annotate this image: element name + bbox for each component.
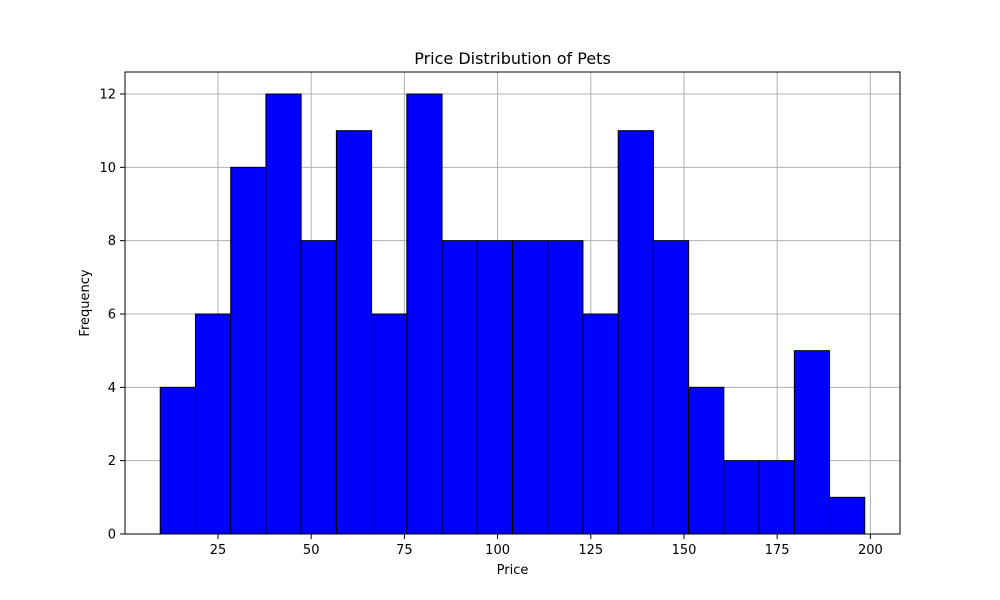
x-axis-ticks: 25 50 75 100 125 150 175 200 bbox=[210, 534, 883, 558]
histogram-bar bbox=[159, 386, 196, 535]
x-tick-label: 150 bbox=[672, 543, 697, 558]
histogram-bar bbox=[512, 240, 549, 535]
histogram-bar bbox=[547, 240, 584, 535]
y-tick-label: 6 bbox=[108, 308, 116, 323]
x-axis-label: Price bbox=[497, 563, 529, 578]
histogram-bar bbox=[793, 350, 831, 535]
x-tick-label: 125 bbox=[578, 543, 603, 558]
histogram-bar bbox=[758, 460, 795, 535]
histogram-bar bbox=[300, 240, 337, 535]
x-tick-label: 50 bbox=[303, 543, 320, 558]
y-tick-label: 12 bbox=[99, 88, 116, 103]
x-tick-label: 25 bbox=[210, 543, 227, 558]
y-tick-label: 4 bbox=[108, 381, 116, 396]
x-tick-label: 175 bbox=[765, 543, 790, 558]
histogram-bar bbox=[441, 240, 478, 535]
y-axis-label: Frequency bbox=[78, 269, 93, 336]
histogram-bar bbox=[476, 240, 514, 535]
histogram-bar bbox=[230, 166, 267, 535]
histogram-bar bbox=[652, 240, 690, 535]
histogram-bar bbox=[829, 496, 866, 535]
y-tick-label: 0 bbox=[108, 528, 116, 543]
y-tick-label: 2 bbox=[108, 454, 116, 469]
histogram-bar bbox=[406, 93, 443, 535]
histogram-bar bbox=[688, 386, 725, 535]
histogram-bar bbox=[723, 460, 760, 535]
y-tick-label: 10 bbox=[99, 161, 116, 176]
x-tick-label: 75 bbox=[396, 543, 413, 558]
x-tick-label: 100 bbox=[485, 543, 510, 558]
histogram-bar bbox=[582, 313, 619, 535]
histogram-bar bbox=[617, 130, 654, 535]
bars bbox=[159, 93, 866, 535]
histogram-bar bbox=[371, 313, 408, 535]
y-axis-ticks: 0 2 4 6 8 10 12 bbox=[99, 88, 125, 543]
histogram-bar bbox=[265, 93, 302, 535]
plot-frame bbox=[124, 71, 901, 535]
chart-title: Price Distribution of Pets bbox=[414, 49, 611, 68]
x-tick-label: 200 bbox=[858, 543, 883, 558]
y-tick-label: 8 bbox=[108, 234, 116, 249]
histogram-bar bbox=[194, 313, 232, 535]
histogram-bar bbox=[335, 130, 373, 535]
